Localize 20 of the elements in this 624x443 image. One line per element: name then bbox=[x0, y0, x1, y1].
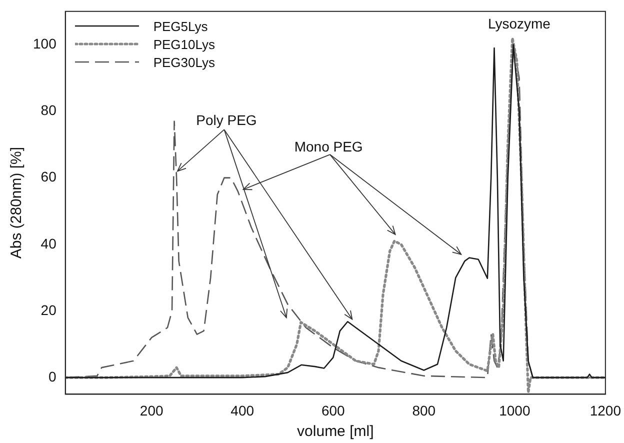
y-tick-label: 60 bbox=[40, 168, 57, 185]
y-tick-label: 40 bbox=[40, 235, 57, 252]
annotation: Poly PEG bbox=[196, 112, 257, 128]
annotation: Mono PEG bbox=[294, 138, 363, 155]
x-tick-label: 600 bbox=[321, 402, 346, 418]
legend-label: PEG30Lys bbox=[153, 54, 216, 70]
legend-label: PEG10Lys bbox=[153, 36, 216, 52]
y-tick-label: 0 bbox=[48, 368, 57, 384]
y-axis-title: Abs (280nm) [%] bbox=[8, 146, 26, 259]
y-tick-label: 20 bbox=[40, 302, 57, 318]
annotation: Lysozyme bbox=[488, 16, 551, 32]
x-tick-label: 400 bbox=[230, 402, 254, 418]
x-axis-title: volume [ml] bbox=[297, 423, 374, 440]
y-tick-label: 80 bbox=[40, 102, 57, 118]
x-tick-label: 1000 bbox=[499, 402, 530, 418]
y-tick-label: 100 bbox=[33, 36, 57, 52]
legend-label: PEG5Lys bbox=[153, 18, 208, 34]
x-tick-label: 200 bbox=[140, 402, 164, 418]
x-tick-label: 1200 bbox=[590, 402, 622, 418]
x-tick-label: 800 bbox=[412, 402, 436, 418]
